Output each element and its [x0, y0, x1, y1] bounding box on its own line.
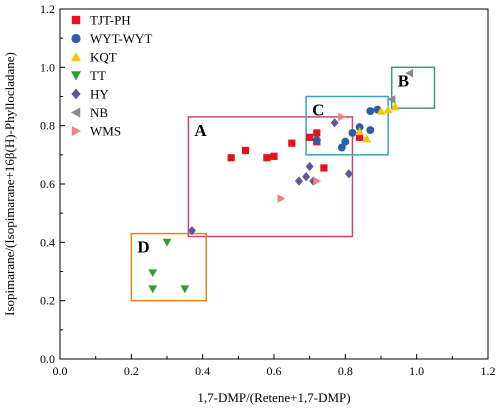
x-tick-label: 1.2	[481, 364, 496, 378]
legend-label-wyt-wyt: WYT-WYT	[90, 31, 152, 46]
point-nb	[405, 68, 414, 78]
point-kqt	[383, 105, 393, 114]
point-tjt-ph	[306, 133, 314, 141]
legend-marker-tt	[70, 71, 82, 81]
point-wyt-wyt	[348, 128, 357, 137]
point-nb	[387, 95, 396, 104]
region-box-d	[130, 232, 207, 302]
legend-marker-wyt-wyt	[71, 33, 81, 44]
point-hy	[188, 225, 196, 236]
point-tjt-ph	[320, 164, 328, 172]
point-wyt-wyt	[366, 107, 375, 116]
point-tt	[180, 285, 190, 294]
x-tick-label: 0.0	[53, 364, 68, 378]
legend-marker-wms	[71, 125, 82, 137]
legend-label-nb: NB	[90, 105, 108, 120]
point-tjt-ph	[263, 154, 271, 162]
plot-frame	[59, 8, 489, 360]
region-box-c	[305, 95, 389, 156]
point-tjt-ph	[270, 152, 278, 160]
legend-label-kqt: KQT	[90, 50, 117, 65]
legend-marker-nb	[70, 107, 81, 118]
x-axis-label: 1,7-DMP/(Retene+1,7-DMP)	[197, 390, 350, 405]
point-wyt-wyt	[337, 143, 346, 152]
x-tick-label: 0.4	[195, 364, 210, 378]
data-points	[148, 68, 414, 294]
region-label-c: C	[312, 101, 324, 120]
y-tick-label: 1.2	[40, 2, 55, 16]
x-tick-label: 0.2	[124, 364, 139, 378]
point-tjt-ph	[356, 133, 364, 141]
y-tick-label: 0.2	[40, 294, 55, 308]
y-tick-label: 0.4	[40, 235, 55, 249]
point-tjt-ph	[288, 139, 296, 147]
point-tjt-ph	[241, 146, 250, 155]
region-box-a	[187, 116, 354, 238]
point-tt	[148, 269, 158, 278]
legend-label-tjt-ph: TJT-PH	[90, 13, 131, 28]
point-tjt-ph	[227, 154, 235, 162]
point-kqt	[376, 106, 386, 115]
point-wyt-wyt	[341, 137, 350, 146]
point-hy	[295, 176, 303, 186]
y-tick-label: 0.8	[40, 119, 55, 133]
region-label-b: B	[398, 71, 409, 90]
y-tick-label: 0.6	[40, 177, 55, 191]
legend-marker-kqt	[70, 51, 82, 62]
point-wyt-wyt	[355, 123, 364, 132]
point-tt	[148, 285, 158, 294]
point-tt	[162, 238, 172, 247]
legend-marker-hy	[71, 88, 81, 100]
point-kqt	[355, 127, 364, 136]
region-box-b	[390, 66, 436, 109]
point-wms	[338, 112, 347, 122]
point-kqt	[362, 134, 372, 143]
point-wyt-wyt	[366, 126, 375, 135]
point-kqt	[390, 102, 400, 111]
legend: TJT-PH WYT-WYT KQT TT HY NB WMS	[70, 13, 152, 139]
y-tick-label: 0.0	[40, 352, 55, 366]
point-wyt-wyt	[312, 136, 321, 145]
region-boxes: A B C D	[130, 66, 436, 302]
legend-label-tt: TT	[90, 68, 106, 83]
region-label-d: D	[137, 238, 149, 257]
legend-marker-tjt-ph	[71, 15, 81, 25]
region-label-a: A	[194, 121, 207, 140]
point-hy	[305, 161, 314, 172]
y-tick-label: 1.0	[40, 60, 55, 74]
x-tick-label: 0.8	[338, 364, 353, 378]
legend-label-wms: WMS	[90, 124, 121, 139]
point-wms	[313, 176, 322, 186]
point-tjt-ph	[313, 129, 321, 137]
x-tick-label: 0.6	[267, 364, 282, 378]
x-tick-label: 1.0	[409, 364, 424, 378]
point-hy	[344, 169, 353, 179]
point-hy	[330, 118, 339, 128]
y-axis-label: Isopimarane/(Isopimarane+16β(H)-Phyllocl…	[2, 52, 17, 316]
axis-ticks: 0.0 0.2 0.4 0.6 0.8 1.0 1.2 0.0 0.2 0.4 0.6 0.8 1.0 1…	[40, 2, 496, 378]
point-wms	[277, 194, 286, 203]
legend-label-hy: HY	[90, 87, 109, 102]
point-hy	[302, 172, 311, 182]
